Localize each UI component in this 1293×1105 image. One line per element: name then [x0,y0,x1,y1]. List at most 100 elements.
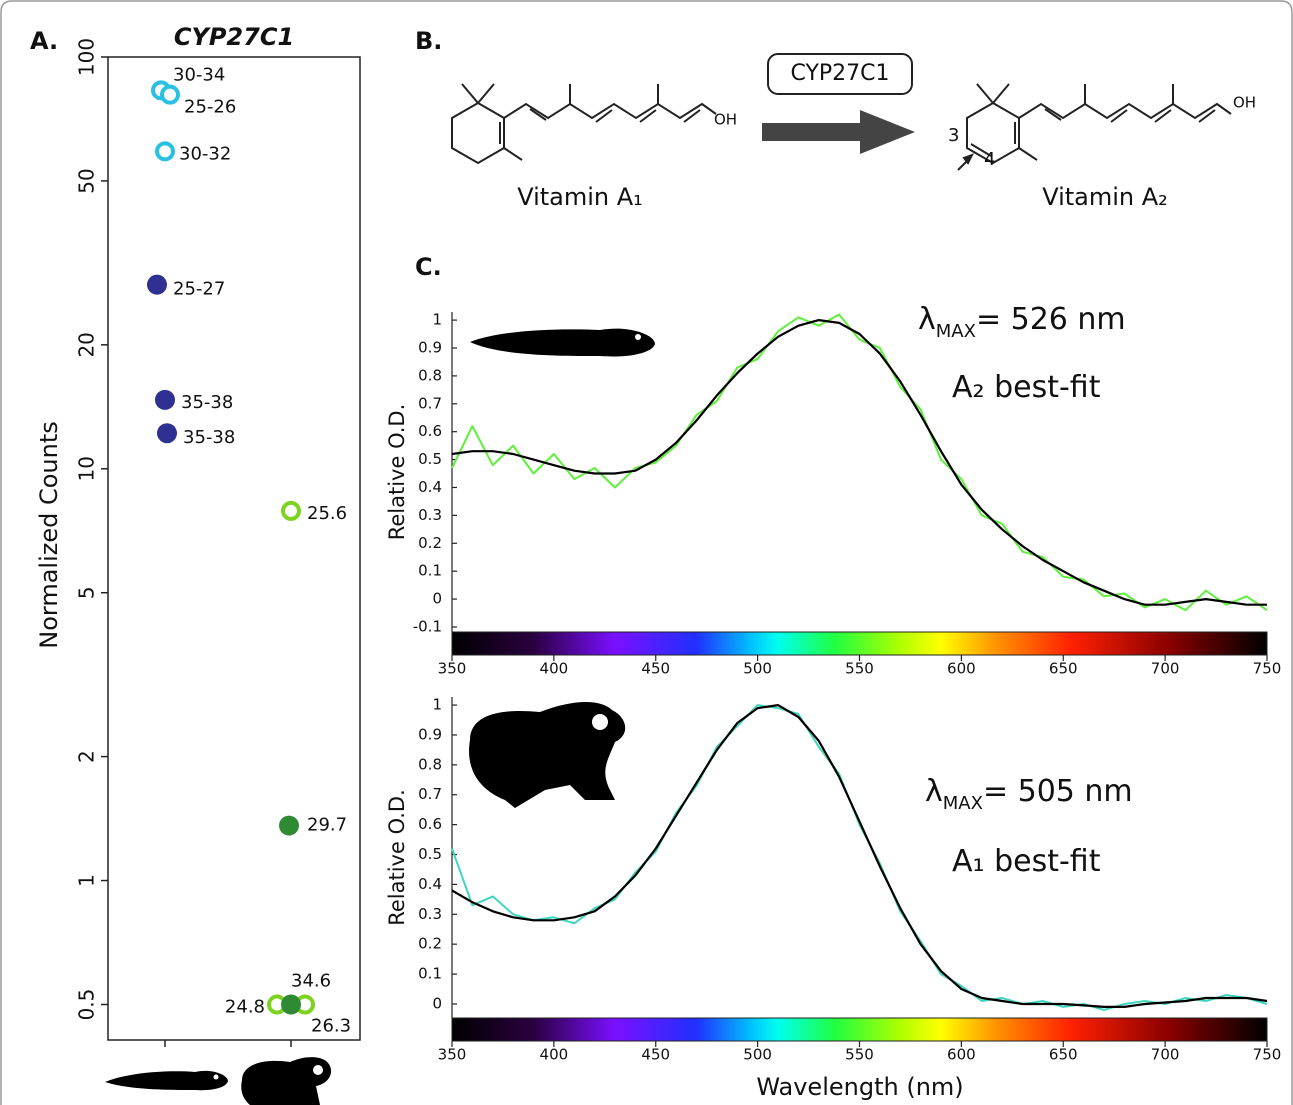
y-tick-label: 0.1 [418,562,442,580]
annotation-text: A₂ best-fit [952,370,1101,405]
data-point [147,274,167,295]
y-tick-label: 0 [432,590,442,608]
x-tick-label: 750 [1253,1046,1282,1064]
annotation-symbol: λ [918,302,936,337]
point-label: 25-27 [173,279,225,300]
y-tick-label: 0.3 [418,506,442,524]
y-axis-label: Relative O.D. [385,789,409,926]
point-label: 34.6 [291,971,331,992]
y-tick-label: 0.6 [418,422,442,440]
y-tick-label: 0.8 [418,366,442,384]
x-tick-label: 600 [947,1046,976,1064]
y-tick-label: 0.5 [418,450,442,468]
y-tick-label: 100 [75,38,99,76]
y-tick-label: 0.5 [75,989,99,1021]
reaction-diagram [451,53,1232,171]
x-tick-label: 750 [1253,660,1282,678]
x-tick-label: 500 [743,660,772,678]
x-tick-label: 400 [540,660,569,678]
x-tick-label: 400 [540,1046,569,1064]
panel-label: C. [415,253,442,281]
enzyme-label: CYP27C1 [790,61,889,86]
x-tick-label: 350 [438,1046,467,1064]
panel-label: A. [30,27,58,55]
x-tick-label: 450 [641,1046,670,1064]
point-label: 26.3 [311,1016,351,1037]
data-point [155,389,175,410]
y-tick-label: 5 [75,586,99,599]
frog-icon [469,701,626,808]
annotation: A₂ best-fit [952,370,1101,405]
vitamin-a2-structure [957,83,1232,171]
x-tick-label: 550 [845,660,874,678]
annotation-text: = 505 nm [983,774,1133,809]
panel-label: B. [415,27,442,55]
y-tick-label: 0.8 [418,755,442,773]
y-tick-label: 10 [75,456,99,481]
data-point [157,423,177,444]
annotation-symbol: λ [925,774,943,809]
x-tick-label: 700 [1151,1046,1180,1064]
chart-title: CYP27C1 [174,23,294,51]
x-tick-label: 600 [947,660,976,678]
x-tick-label: 650 [1049,1046,1078,1064]
vitamin-a1-structure [451,83,717,165]
hydroxyl-label: OH [1233,94,1256,112]
point-label: 35-38 [181,392,233,413]
y-tick-label: 0.7 [418,394,442,412]
y-tick-label: 0.2 [418,534,442,552]
annotation-text: = 526 nm [976,302,1126,337]
data-point [281,500,301,521]
data-point [279,815,299,836]
reaction-arrow [762,110,915,154]
hydroxyl-label: OH [714,111,737,129]
annotation: A₁ best-fit [952,844,1101,879]
y-tick-label: 0.1 [418,965,442,983]
y-tick-label: 1 [432,696,442,714]
spectrum-bar [451,631,1268,656]
x-axis-label: Wavelength (nm) [756,1073,963,1101]
point-label: 30-32 [179,143,231,164]
y-tick-label: 0.6 [418,815,442,833]
y-tick-label: 0.9 [418,725,442,743]
annotation-subscript: MAX [936,321,976,342]
x-tick-label: 500 [743,1046,772,1064]
point-label: 25.6 [307,503,347,524]
product-label: Vitamin A₂ [1042,183,1168,211]
data-point [281,994,301,1015]
y-tick-label: -0.1 [413,617,442,635]
y-tick-label: 0.2 [418,935,442,953]
fit-curve [451,319,1267,606]
point-label: 25-26 [184,97,236,118]
x-tick-label: 700 [1151,660,1180,678]
point-label: 29.7 [307,815,347,836]
y-tick-label: 0.9 [418,338,442,356]
frog-icon [241,1057,332,1105]
y-axis-label: Normalized Counts [35,421,63,649]
x-tick-label: 650 [1049,660,1078,678]
data-point [155,141,175,162]
position-label: 4 [984,149,995,170]
position-label: 3 [948,125,959,146]
x-tick-label: 350 [438,660,467,678]
point-label: 35-38 [183,427,235,448]
y-tick-label: 1 [432,311,442,329]
annotation-subscript: MAX [943,793,983,814]
data-point [160,84,180,105]
y-tick-label: 0.4 [418,478,442,496]
annotation: λMAX= 505 nm [925,774,1133,815]
annotation: λMAX= 526 nm [918,302,1126,343]
tadpole-icon [470,328,655,357]
tadpole-icon [105,1070,228,1091]
point-label: 30-34 [173,64,225,85]
y-tick-label: 0.5 [418,845,442,863]
y-tick-label: 20 [75,332,99,357]
y-axis-label: Relative O.D. [385,404,409,541]
y-tick-label: 50 [75,168,99,193]
silhouettes [105,328,655,1105]
annotation-text: A₁ best-fit [952,844,1101,879]
enzyme-box [767,53,913,95]
y-tick-label: 0 [432,994,442,1012]
y-tick-label: 0.3 [418,905,442,923]
